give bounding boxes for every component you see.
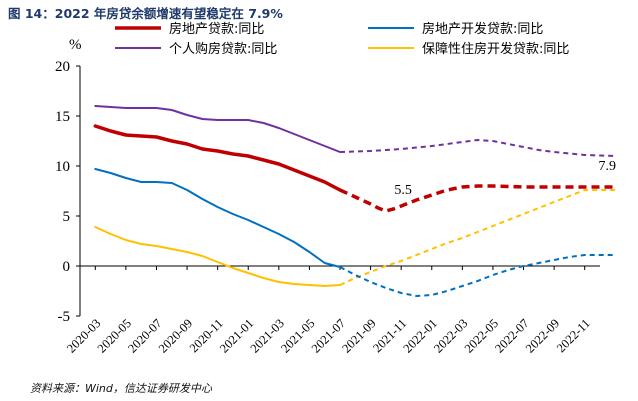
series-line-actual-2 [94,168,341,268]
y-axis-unit-label: % [69,37,82,53]
legend-label: 房地产开发贷款:同比 [422,21,543,37]
source-note: 资料来源：Wind，信达证券研发中心 [30,382,212,395]
data-label: 5.5 [394,183,412,198]
series-line-actual-1 [94,105,341,153]
y-tick-label: -5 [58,309,71,325]
figure-title: 图 14：2022 年房贷余额增速有望稳定在 7.9% [8,6,283,21]
annotations: 5.5 7.9 [394,159,616,198]
legend-label: 房地产贷款:同比 [169,21,264,37]
x-tick-label: 2022-11 [554,316,593,355]
series-group [93,105,616,298]
x-tick-label: 2021-09 [339,316,378,355]
legend-label: 个人购房贷款:同比 [169,41,277,57]
x-tick-label: 2020-09 [156,316,195,355]
x-tick-label: 2022-09 [523,316,562,355]
y-tick-label: 15 [55,109,70,125]
series-line-forecast-0 [339,184,616,213]
y-tick-label: 5 [63,209,71,225]
legend-label: 保障性住房开发贷款:同比 [422,41,569,57]
data-label: 7.9 [599,159,617,174]
series-line-actual-3 [94,226,341,287]
series-line-forecast-3 [339,189,616,286]
y-tick-label: 0 [63,259,71,275]
series-line-forecast-1 [339,138,616,157]
y-tick-label: 10 [55,159,70,175]
series-line-actual-0 [93,124,342,192]
y-tick-label: 20 [55,59,70,75]
axes-group: 20151050-52020-032020-052020-072020-0920… [55,59,600,356]
series-line-forecast-2 [339,254,616,298]
